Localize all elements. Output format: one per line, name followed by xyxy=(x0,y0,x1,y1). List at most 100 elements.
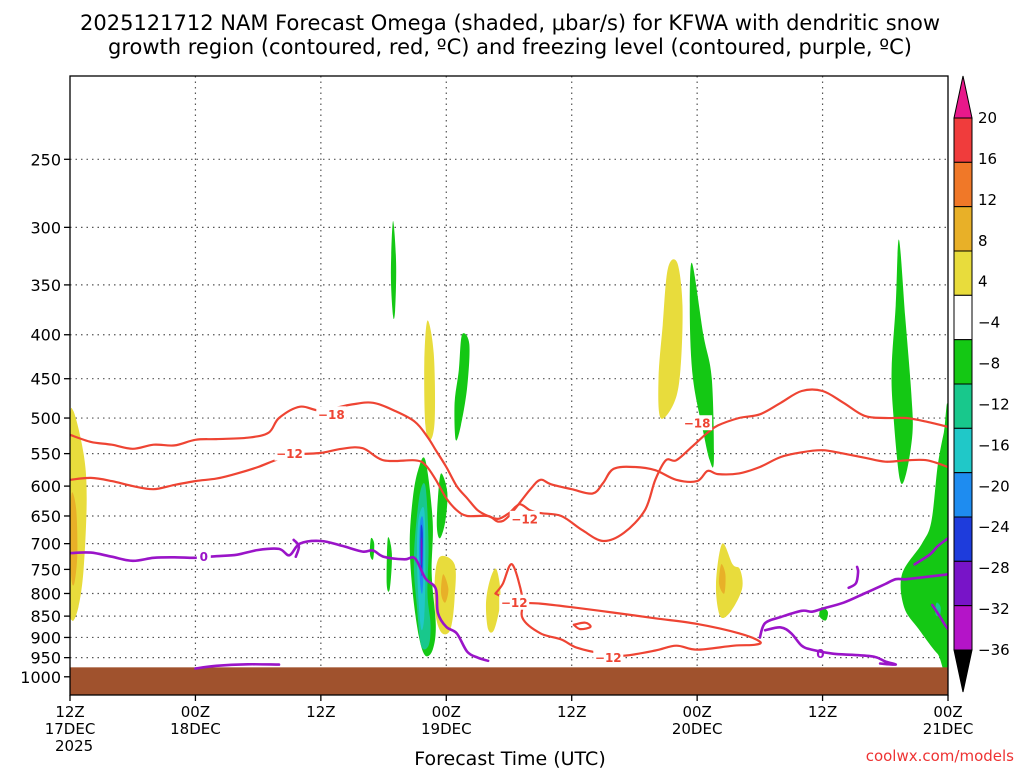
contour-label-bg-minus-12-mid-0 xyxy=(274,445,305,461)
y-tick-label-600: 600 xyxy=(30,477,61,496)
x-tick-label-60-2: 20DEC xyxy=(672,720,723,738)
contour-zero-corner-low xyxy=(931,603,948,631)
colorbar-label-13: −36 xyxy=(978,641,1010,659)
colorbar-label-2: 12 xyxy=(978,191,997,209)
credit-text: coolwx.com/models xyxy=(866,747,1014,765)
contour-label-bg-minus-18-upper-1 xyxy=(682,415,713,431)
colorbar-label-3: 8 xyxy=(978,232,988,250)
contour-minus-12-blob xyxy=(572,621,592,631)
colorbar-label-11: −28 xyxy=(978,559,1010,577)
x-tick-label-0-3: 2025 xyxy=(55,737,93,755)
contour-zero-right-lower xyxy=(763,626,898,666)
x-tick-label-0-1: 12Z xyxy=(55,703,84,721)
omega-region-yellow-6320 xyxy=(715,543,743,619)
contour-label-zero-main-0: 0 xyxy=(200,550,208,564)
plot-frame xyxy=(69,75,949,696)
colorbar-top-arrow xyxy=(953,75,973,119)
contour-label-bg-minus-12-lower-1 xyxy=(593,649,624,665)
y-tick-label-700: 700 xyxy=(30,535,61,554)
y-tick-label-800: 800 xyxy=(30,584,61,603)
omega-region-purple-main xyxy=(420,537,423,566)
contour-label-minus-18-upper-1: −18 xyxy=(684,417,711,431)
y-tick-label-950: 950 xyxy=(30,649,61,668)
contour-zero-corner xyxy=(913,537,948,566)
colorbar-swatch-8 xyxy=(953,427,973,474)
x-tick-label-84-2: 21DEC xyxy=(923,720,974,738)
omega-region-orange-3530 xyxy=(441,574,449,603)
chart-title-line2: growth region (contoured, red, ºC) and f… xyxy=(108,35,912,59)
x-tick-label-84-1: 00Z xyxy=(933,703,962,721)
contour-minus-12-mid xyxy=(70,446,948,523)
y-tick-label-300: 300 xyxy=(30,218,61,237)
colorbar-swatch-11 xyxy=(953,560,973,607)
y-tick-label-250: 250 xyxy=(30,150,61,169)
y-tick-label-1000: 1000 xyxy=(20,668,61,687)
colorbar-swatch-3 xyxy=(953,206,973,252)
y-tick-label-900: 900 xyxy=(30,628,61,647)
colorbar-swatch-10 xyxy=(953,516,973,562)
x-tick-label-72-1: 12Z xyxy=(808,703,837,721)
omega-region-orange-6250 xyxy=(719,564,726,594)
colorbar-label-8: −16 xyxy=(978,436,1010,454)
plot-clip-group: −18 −18 −12 −12 −12 −12 0 0 xyxy=(70,76,948,695)
omega-region-green-3550 xyxy=(436,473,448,539)
colorbar-label-6: −8 xyxy=(978,355,1000,373)
omega-region-yellow-5650 xyxy=(658,259,683,419)
contour-minus-18-upper xyxy=(70,388,948,543)
omega-region-green-right xyxy=(891,239,913,485)
colorbar-label-7: −12 xyxy=(978,395,1010,413)
omega-region-green-nlk xyxy=(454,333,470,441)
omega-region-orange-left xyxy=(70,492,78,586)
omega-region-yellow-3515 xyxy=(424,320,436,441)
x-tick-label-12-2: 18DEC xyxy=(170,720,221,738)
contour-zero-main xyxy=(70,539,490,663)
x-axis-label: Forecast Time (UTC) xyxy=(414,748,605,768)
colorbar-label-12: −32 xyxy=(978,600,1010,618)
contour-label-bg-minus-18-upper-0 xyxy=(316,406,347,422)
y-tick-label-650: 650 xyxy=(30,507,61,526)
colorbar-swatch-5 xyxy=(953,294,973,341)
contour-label-zero-right-0: 0 xyxy=(816,647,824,661)
ground-terrain xyxy=(70,667,948,695)
colorbar-label-5: −4 xyxy=(978,314,1000,332)
colorbar-bottom-arrow xyxy=(953,649,973,693)
x-tick-label-60-1: 00Z xyxy=(682,703,711,721)
plot-area: −18 −18 −12 −12 −12 −12 0 0 xyxy=(70,76,948,695)
y-tick-label-750: 750 xyxy=(30,560,61,579)
y-tick-label-500: 500 xyxy=(30,409,61,428)
y-tick-label-450: 450 xyxy=(30,370,61,389)
x-tick-label-0-2: 17DEC xyxy=(45,720,96,738)
contour-label-minus-12-lower-1: −12 xyxy=(595,651,622,665)
contour-label-bg-minus-12-lower-0 xyxy=(499,594,530,610)
colorbar-label-10: −24 xyxy=(978,518,1010,536)
colorbar-label-0: 20 xyxy=(978,109,997,127)
axes: 250 300 350 400 450 500 550 600 650 700 750 800 850 9… xyxy=(20,75,974,755)
y-tick-label-350: 350 xyxy=(30,276,61,295)
contour-label-bg-minus-12-mid-1 xyxy=(509,510,540,526)
colorbar-swatch-9 xyxy=(953,472,973,518)
contour-label-bg-zero-right-0 xyxy=(813,645,828,661)
omega-region-green-300 xyxy=(390,221,397,320)
x-tick-label-12-1: 00Z xyxy=(181,703,210,721)
omega-region-green-2880 xyxy=(369,537,375,560)
colorbar-swatch-2 xyxy=(953,161,973,208)
y-tick-label-550: 550 xyxy=(30,445,61,464)
x-tick-label-48-1: 12Z xyxy=(557,703,586,721)
y-tick-label-850: 850 xyxy=(30,607,61,626)
y-tick-label-400: 400 xyxy=(30,326,61,345)
colorbar-label-9: −20 xyxy=(978,477,1010,495)
colorbar-swatch-1 xyxy=(953,117,973,163)
x-tick-label-36-1: 00Z xyxy=(432,703,461,721)
chart-title-line1: 2025121712 NAM Forecast Omega (shaded, μ… xyxy=(80,11,940,35)
contour-label-minus-12-mid-1: −12 xyxy=(511,512,538,526)
omega-region-green-3050 xyxy=(386,537,392,592)
contour-label-minus-12-mid-0: −12 xyxy=(276,447,303,461)
contour-zero-right xyxy=(758,573,948,639)
contour-label-minus-12-lower-0: −12 xyxy=(501,596,528,610)
colorbar-label-1: 16 xyxy=(978,150,997,168)
x-tick-label-24-1: 12Z xyxy=(306,703,335,721)
contour-zero-right-peak xyxy=(847,565,860,590)
colorbar-swatch-7 xyxy=(953,383,973,429)
omega-region-yellow-4080 xyxy=(485,568,501,633)
